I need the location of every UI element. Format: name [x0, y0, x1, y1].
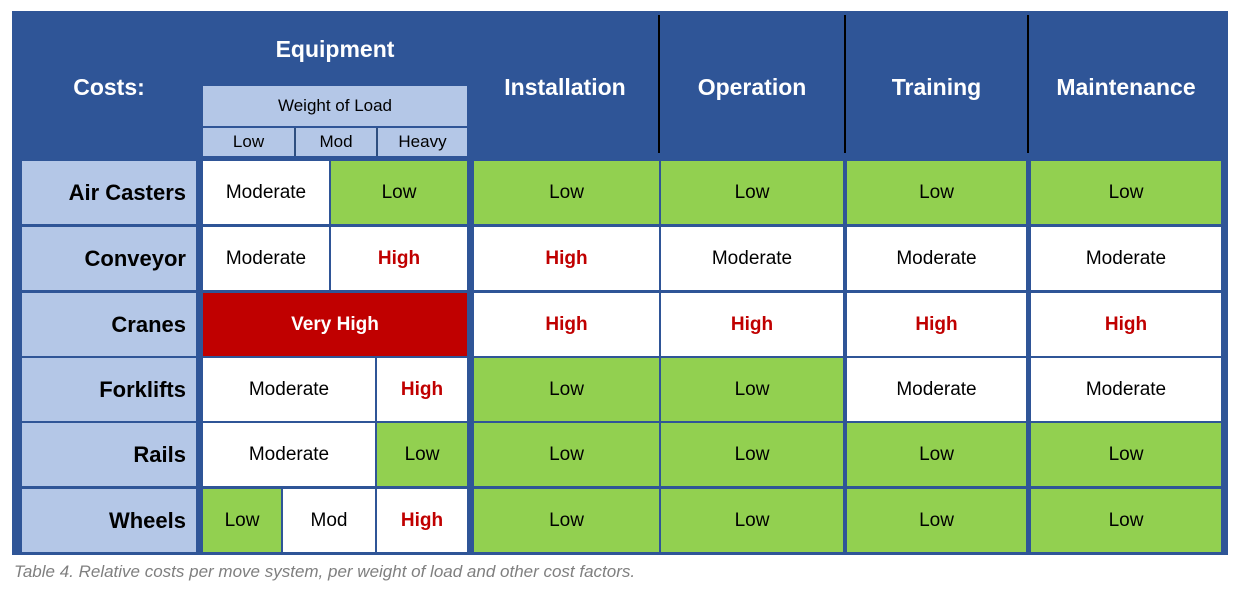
factor-cost-cell: Low: [847, 161, 1026, 224]
equipment-cost-cell: High: [377, 358, 467, 421]
factor-cost-cell: High: [1031, 293, 1221, 356]
factor-cost-cell: Low: [474, 358, 659, 421]
costs-header: Costs:: [73, 74, 145, 100]
weight-heavy-header: Heavy: [376, 128, 467, 156]
equipment-cost-cell: Mod: [283, 489, 375, 552]
header-divider: [658, 15, 660, 153]
factor-cost-cell: Low: [661, 161, 843, 224]
installation-header: Installation: [504, 74, 626, 100]
operation-header: Operation: [697, 74, 807, 100]
equipment-cost-cell: Moderate: [203, 423, 375, 486]
factor-cost-cell: Moderate: [847, 358, 1026, 421]
equipment-header: Equipment: [275, 36, 395, 62]
row-label: Air Casters: [22, 161, 196, 224]
factor-cost-cell: Low: [1031, 161, 1221, 224]
equipment-cost-cell: Very High: [203, 293, 467, 356]
factor-cost-cell: Moderate: [1031, 227, 1221, 290]
weight-of-load-header: Weight of Load: [203, 86, 467, 126]
weight-low-header: Low: [203, 128, 294, 156]
row-label: Forklifts: [22, 358, 196, 421]
factor-cost-cell: Low: [847, 423, 1026, 486]
weight-mod-header: Mod: [294, 128, 376, 156]
factor-cost-cell: Moderate: [1031, 358, 1221, 421]
equipment-cost-cell: Low: [377, 423, 467, 486]
factor-cost-cell: High: [474, 293, 659, 356]
equipment-cost-cell: Low: [331, 161, 467, 224]
equipment-cost-cell: Moderate: [203, 358, 375, 421]
factor-cost-cell: Low: [661, 358, 843, 421]
factor-cost-cell: High: [847, 293, 1026, 356]
factor-cost-cell: High: [661, 293, 843, 356]
factor-cost-cell: Low: [661, 423, 843, 486]
table-caption: Table 4. Relative costs per move system,…: [14, 562, 636, 581]
factor-cost-cell: Low: [474, 489, 659, 552]
equipment-cost-cell: Moderate: [203, 161, 329, 224]
header-divider: [844, 15, 846, 153]
factor-cost-cell: Low: [661, 489, 843, 552]
factor-cost-cell: Low: [474, 161, 659, 224]
factor-cost-cell: Low: [847, 489, 1026, 552]
equipment-cost-cell: Moderate: [203, 227, 329, 290]
row-label: Wheels: [22, 489, 196, 552]
factor-cost-cell: Low: [474, 423, 659, 486]
factor-cost-cell: High: [474, 227, 659, 290]
maintenance-header: Maintenance: [1056, 74, 1196, 100]
training-header: Training: [891, 74, 982, 100]
row-label: Rails: [22, 423, 196, 486]
row-label: Conveyor: [22, 227, 196, 290]
equipment-cost-cell: Low: [203, 489, 281, 552]
factor-cost-cell: Low: [1031, 423, 1221, 486]
equipment-cost-cell: High: [331, 227, 467, 290]
factor-cost-cell: Low: [1031, 489, 1221, 552]
header-divider: [1027, 15, 1029, 153]
row-label: Cranes: [22, 293, 196, 356]
factor-cost-cell: Moderate: [847, 227, 1026, 290]
equipment-cost-cell: High: [377, 489, 467, 552]
factor-cost-cell: Moderate: [661, 227, 843, 290]
